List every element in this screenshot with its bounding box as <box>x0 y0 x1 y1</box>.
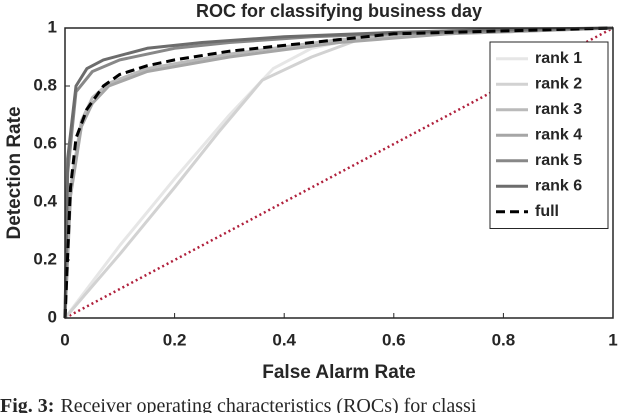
plot-frame <box>64 27 614 319</box>
series-line <box>63 26 614 319</box>
y-axis-label: Detection Rate <box>4 106 25 239</box>
legend-label: rank 3 <box>535 101 582 118</box>
y-tick-label: 0.2 <box>33 249 57 268</box>
chart-title: ROC for classifying business day <box>196 1 482 21</box>
y-tick-label: 0 <box>48 307 57 326</box>
y-tick-label: 0.4 <box>33 191 57 210</box>
x-tick-label: 0.4 <box>272 330 296 349</box>
y-tick-label: 0.8 <box>33 75 57 94</box>
y-tick-label: 0.6 <box>33 133 57 152</box>
x-tick-label: 0 <box>60 330 69 349</box>
legend-label: full <box>535 203 559 220</box>
series-line <box>63 26 614 319</box>
series-line <box>63 26 614 319</box>
x-axis-label: False Alarm Rate <box>262 362 415 383</box>
legend-label: rank 1 <box>535 50 582 67</box>
caption-label: Fig. 3: <box>0 395 54 413</box>
x-tick-label: 0.2 <box>163 330 187 349</box>
legend-label: rank 4 <box>535 126 582 143</box>
x-tick-label: 1 <box>608 330 617 349</box>
legend-label: rank 5 <box>535 152 582 169</box>
caption: Fig. 3: Receiver operating characteristic… <box>0 395 477 413</box>
caption-text: Receiver operating characteristics (ROCs… <box>60 395 476 413</box>
legend-label: rank 2 <box>535 75 582 92</box>
y-tick-label: 1 <box>48 17 57 36</box>
x-tick-label: 0.6 <box>382 330 406 349</box>
x-tick-label: 0.8 <box>492 330 516 349</box>
legend-label: rank 6 <box>535 177 582 194</box>
